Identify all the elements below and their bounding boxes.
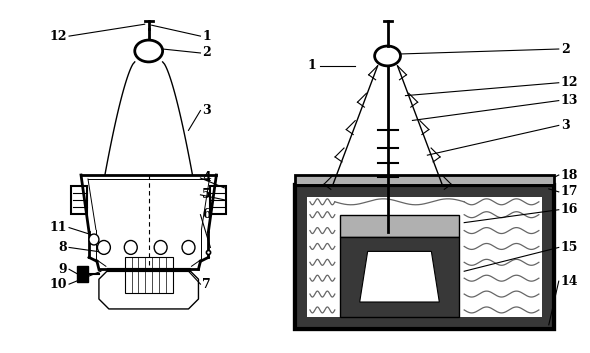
Text: 5: 5 xyxy=(202,189,211,201)
Ellipse shape xyxy=(89,234,99,245)
Bar xyxy=(77,266,88,282)
Text: 16: 16 xyxy=(560,203,578,216)
Ellipse shape xyxy=(154,240,167,255)
Text: 12: 12 xyxy=(50,30,67,43)
Text: 11: 11 xyxy=(50,221,67,234)
Ellipse shape xyxy=(124,240,137,255)
Text: 1: 1 xyxy=(202,30,211,43)
Text: 3: 3 xyxy=(560,119,569,132)
Polygon shape xyxy=(360,251,440,302)
Text: 2: 2 xyxy=(560,42,569,55)
Text: 1: 1 xyxy=(307,59,316,72)
Text: 12: 12 xyxy=(560,76,578,89)
Ellipse shape xyxy=(375,46,401,66)
Ellipse shape xyxy=(97,240,110,255)
Text: 10: 10 xyxy=(50,278,67,291)
Text: 2: 2 xyxy=(202,47,211,59)
Bar xyxy=(340,215,459,237)
Text: 13: 13 xyxy=(560,94,578,107)
Bar xyxy=(295,175,554,185)
Text: 15: 15 xyxy=(560,241,578,254)
Text: 9: 9 xyxy=(58,263,67,276)
Bar xyxy=(295,185,554,329)
Text: 6: 6 xyxy=(202,208,211,221)
Text: 14: 14 xyxy=(560,275,578,288)
Text: 18: 18 xyxy=(560,168,578,181)
Ellipse shape xyxy=(135,40,163,62)
Text: 17: 17 xyxy=(560,185,578,198)
Text: 8: 8 xyxy=(58,241,67,254)
Text: 3: 3 xyxy=(202,104,211,117)
Bar xyxy=(71,186,87,214)
Bar xyxy=(340,237,459,317)
Bar xyxy=(295,185,554,329)
Bar xyxy=(125,257,173,293)
Text: 7: 7 xyxy=(202,278,211,291)
Ellipse shape xyxy=(182,240,195,255)
Bar xyxy=(211,186,227,214)
Bar xyxy=(307,197,542,317)
Text: 4: 4 xyxy=(202,172,211,185)
